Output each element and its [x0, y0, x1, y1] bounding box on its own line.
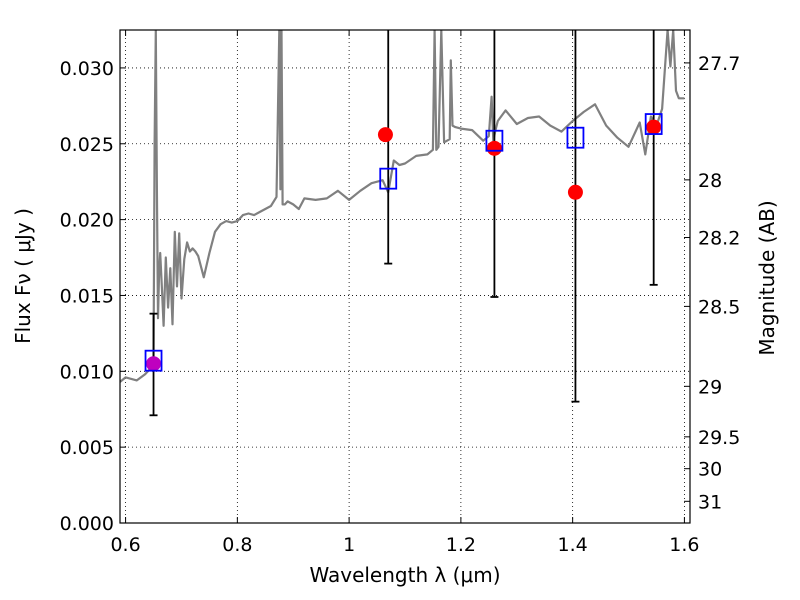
y-axis-right-label: Magnitude (AB)	[755, 200, 779, 355]
right-tick-label: 28	[698, 170, 722, 192]
right-tick-label: 31	[698, 491, 722, 513]
plot-frame	[119, 29, 691, 524]
observed-point	[377, 127, 393, 143]
y-tick-label: 0.000	[60, 513, 114, 535]
y-tick-label: 0.010	[60, 361, 114, 383]
right-tick-label: 28.2	[698, 228, 740, 250]
x-tick-label: 1.2	[446, 534, 476, 556]
x-tick-label: 1	[343, 534, 355, 556]
x-tick-label: 1.6	[669, 534, 699, 556]
grid-lines	[120, 30, 690, 524]
x-tick-label: 1.4	[558, 534, 588, 556]
tick-labels: 0.6 0.8 1 1.2 1.4 1.6 0.000 0.005 0.010 0.015 0.02…	[60, 53, 741, 556]
x-tick-label: 0.8	[222, 534, 252, 556]
model-photometry-square	[144, 349, 163, 372]
y-tick-label: 0.025	[60, 134, 114, 156]
x-tick-label: 0.6	[110, 534, 140, 556]
tick-marks	[120, 30, 690, 524]
data-layer	[120, 30, 685, 417]
model-photometry-square	[485, 129, 504, 152]
x-axis-label: Wavelength λ (μm)	[309, 563, 500, 587]
observed-point	[146, 356, 162, 372]
y-tick-label: 0.005	[60, 437, 114, 459]
model-photometry-square	[566, 126, 585, 149]
observed-point	[646, 119, 662, 135]
model-photometry-square	[379, 167, 398, 190]
right-tick-label: 28.5	[698, 296, 740, 318]
observed-point	[567, 184, 583, 200]
y-tick-label: 0.015	[60, 285, 114, 307]
y-tick-label: 0.020	[60, 210, 114, 232]
right-tick-label: 29.5	[698, 427, 740, 449]
right-tick-label: 29	[698, 376, 722, 398]
right-tick-label: 27.7	[698, 53, 740, 75]
observed-point	[486, 140, 502, 156]
model-photometry-square	[644, 113, 663, 135]
y-tick-label: 0.030	[60, 58, 114, 80]
y-axis-label: Flux Fν ( μJy )	[11, 208, 35, 344]
right-tick-label: 30	[698, 459, 722, 481]
sed-model-line	[120, 30, 685, 383]
